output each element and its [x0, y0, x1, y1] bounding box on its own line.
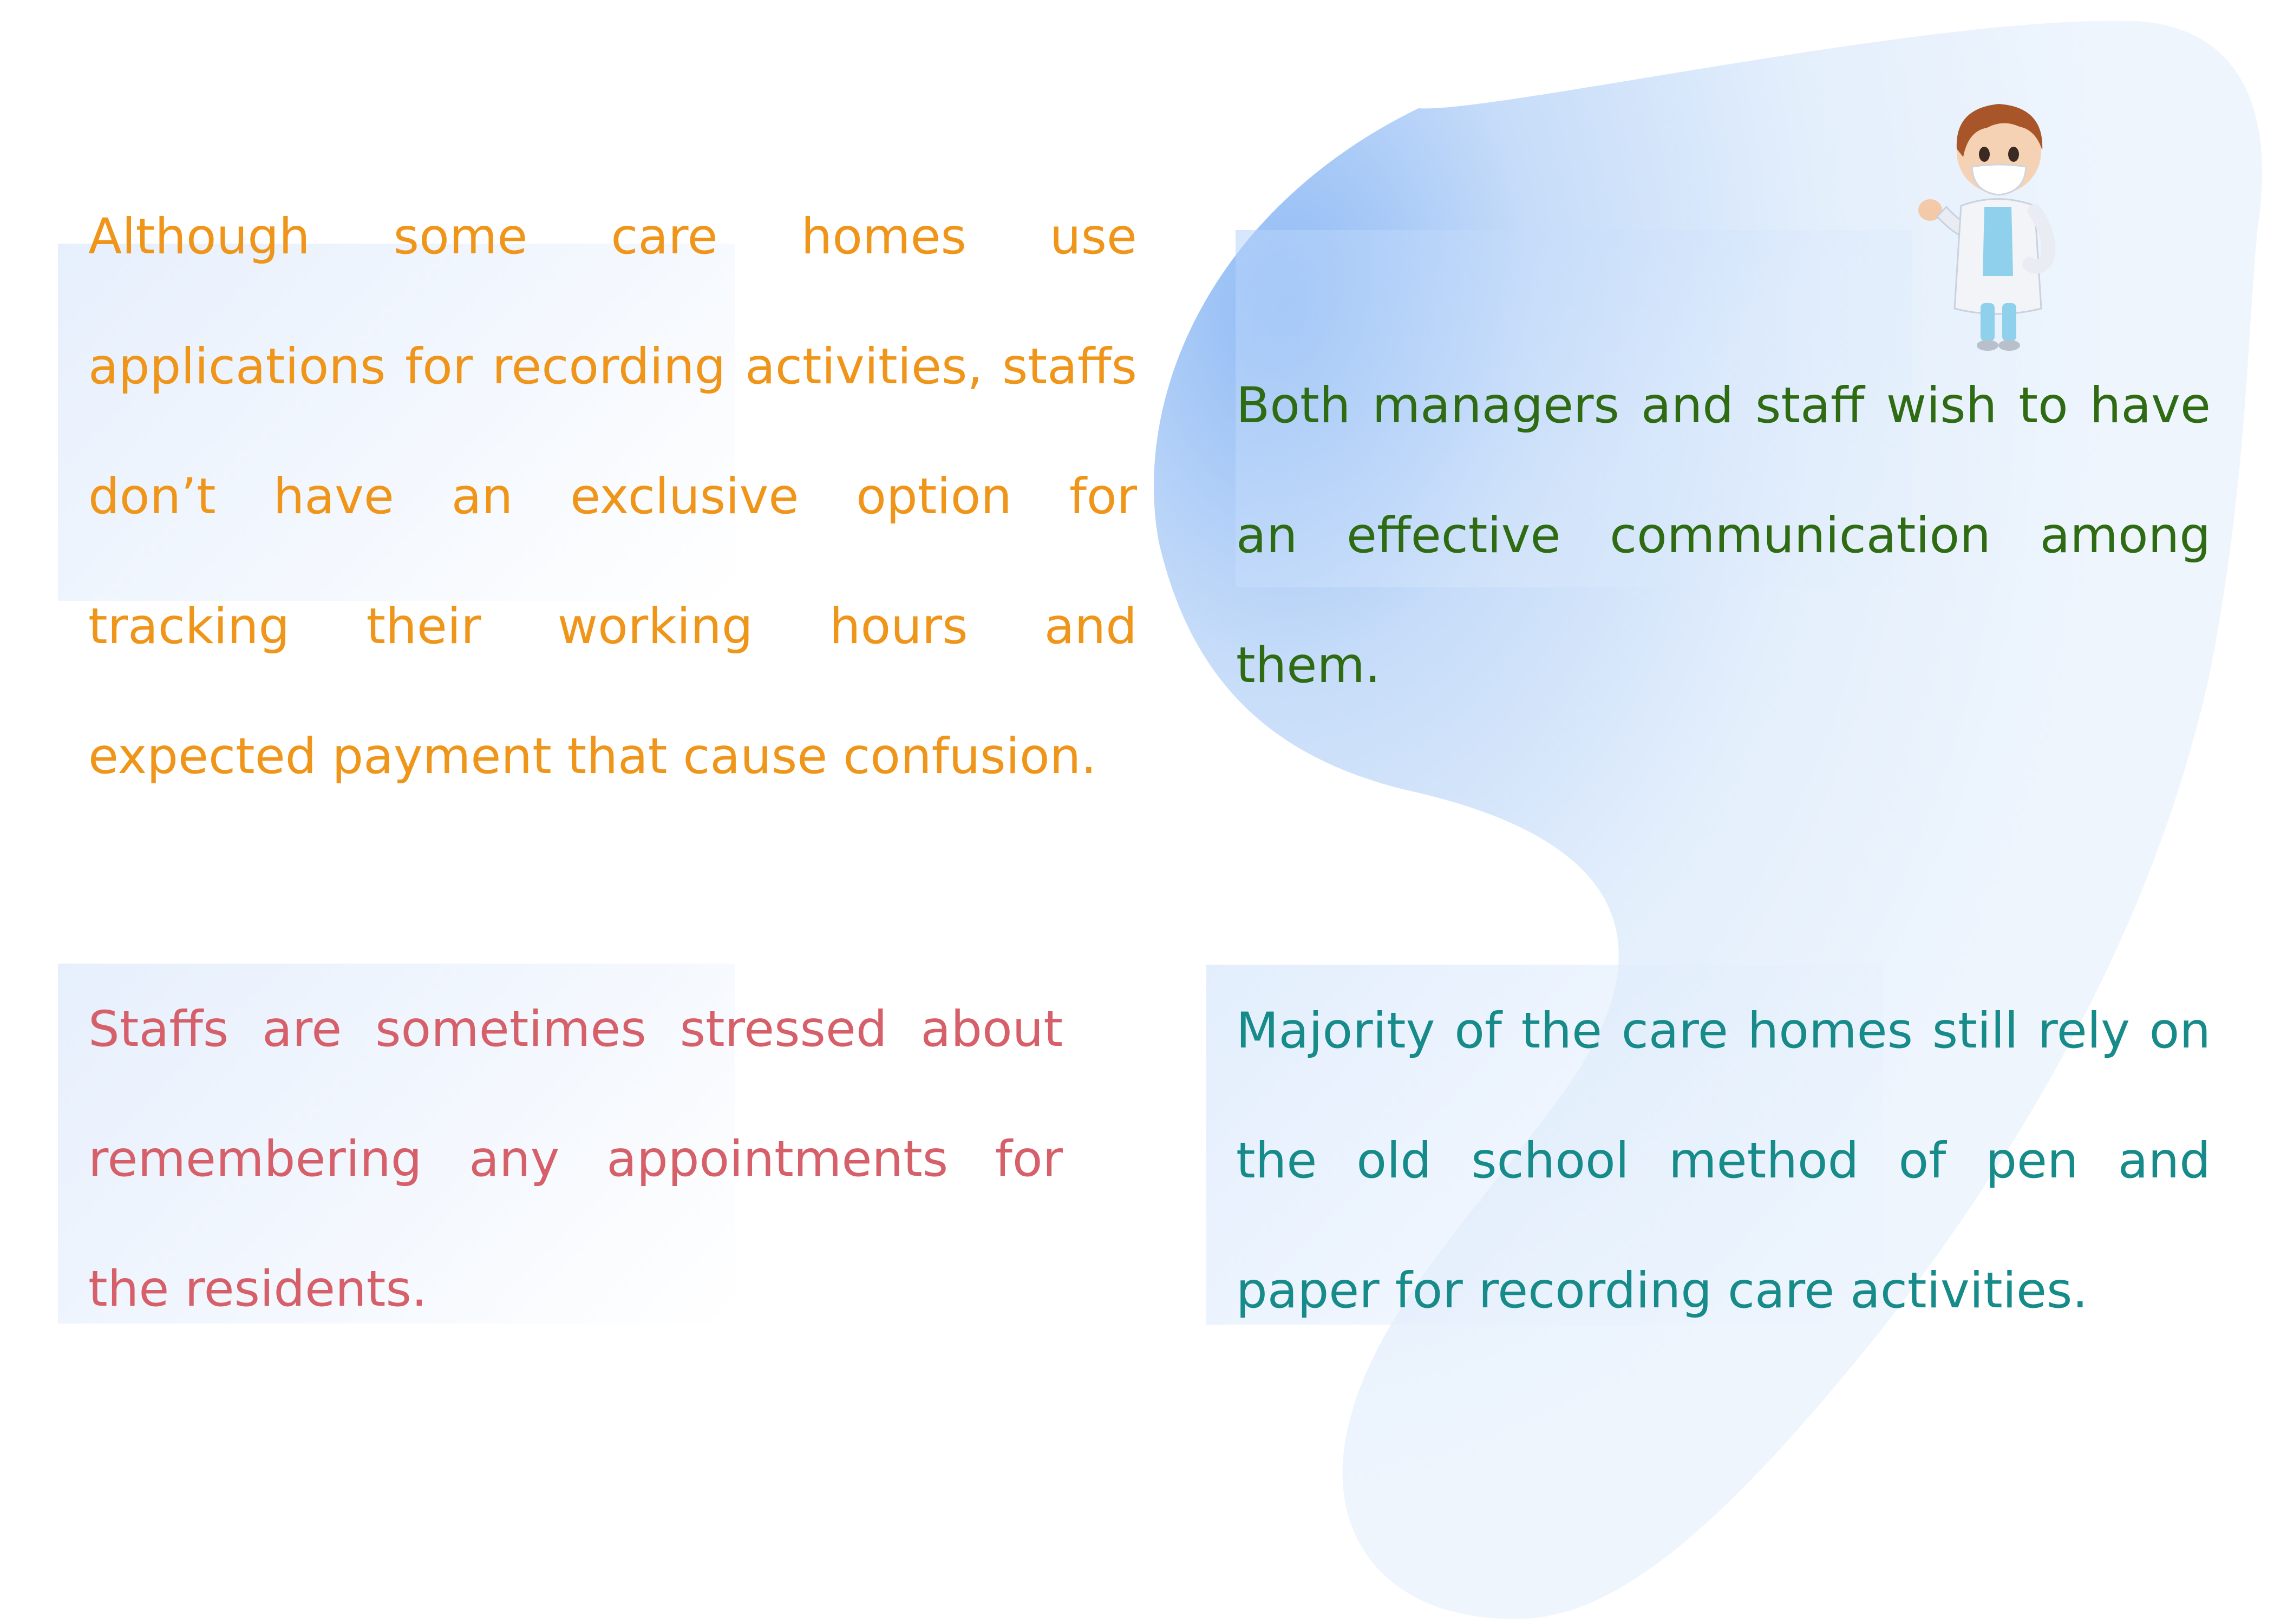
pen-paper-statement: Majority of the care homes still rely on… — [1236, 1003, 2211, 1319]
appointments-statement: Staffs are sometimes stressed about reme… — [88, 1001, 1063, 1318]
doctor-character-icon — [1918, 104, 2056, 351]
highlight-panel — [1206, 965, 1883, 1325]
highlight-panel — [1236, 230, 1912, 587]
communication-statement: Both managers and staff wish to have an … — [1236, 377, 2211, 694]
highlight-panel — [58, 964, 735, 1324]
highlight-panel — [58, 244, 735, 601]
tracking-hours-statement: Although some care homes use application… — [88, 208, 1137, 785]
